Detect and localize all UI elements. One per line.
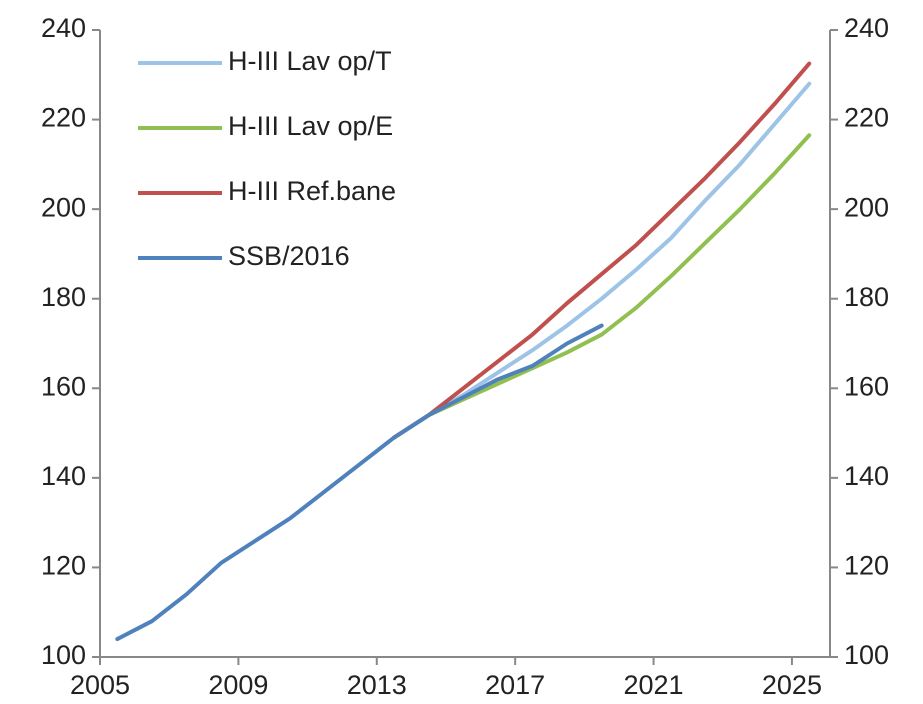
y-tick-label: 180 — [41, 282, 86, 312]
y-tick-label: 220 — [41, 103, 86, 133]
x-tick-label: 2005 — [70, 670, 130, 700]
x-tick-label: 2021 — [624, 670, 684, 700]
legend-label: H-III Lav op/T — [228, 46, 392, 76]
y2-tick-label: 240 — [844, 13, 889, 43]
y-tick-label: 120 — [41, 551, 86, 581]
y2-tick-label: 100 — [844, 640, 889, 670]
y-tick-label: 160 — [41, 371, 86, 401]
y2-tick-label: 160 — [844, 371, 889, 401]
x-tick-label: 2017 — [485, 670, 545, 700]
y-tick-label: 100 — [41, 640, 86, 670]
y-tick-label: 200 — [41, 192, 86, 222]
y-tick-label: 140 — [41, 461, 86, 491]
legend-label: SSB/2016 — [228, 241, 350, 271]
y2-tick-label: 180 — [844, 282, 889, 312]
y2-tick-label: 140 — [844, 461, 889, 491]
x-tick-label: 2009 — [208, 670, 268, 700]
series-line — [392, 61, 812, 440]
series-line — [115, 323, 604, 642]
y2-tick-label: 120 — [844, 551, 889, 581]
y2-tick-label: 200 — [844, 192, 889, 222]
y-tick-label: 240 — [41, 13, 86, 43]
x-tick-label: 2025 — [762, 670, 822, 700]
x-tick-label: 2013 — [347, 670, 407, 700]
y2-tick-label: 220 — [844, 103, 889, 133]
legend-label: H-III Lav op/E — [228, 111, 393, 141]
legend-label: H-III Ref.bane — [228, 176, 396, 206]
